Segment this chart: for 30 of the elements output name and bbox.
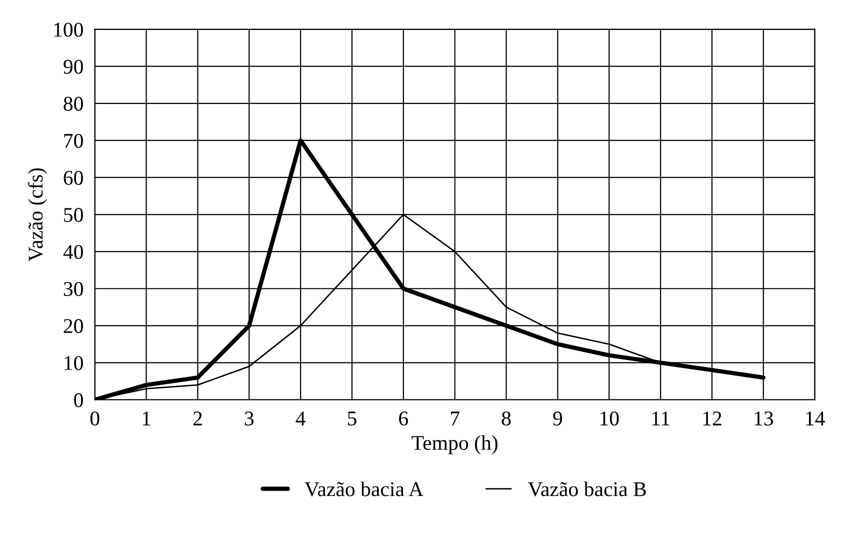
x-tick-label: 12: [703, 412, 722, 426]
y-tick-label: 70: [64, 134, 83, 148]
y-tick-label: 20: [64, 319, 83, 334]
x-tick-label: 1: [142, 412, 150, 426]
x-tick-label: 8: [502, 411, 511, 426]
y-tick-label: 10: [64, 356, 83, 370]
x-tick-label: 7: [451, 412, 460, 426]
y-axis-title: Vazão (cfs): [28, 168, 47, 262]
y-tick-label: 30: [64, 282, 83, 296]
x-tick-label: 14: [806, 412, 825, 426]
y-tick-label: 0: [74, 393, 83, 408]
y-tick-label: 60: [64, 170, 83, 185]
y-tick-label: 100: [54, 22, 83, 37]
x-tick-label: 5: [348, 412, 356, 426]
x-tick-label: 2: [193, 412, 202, 426]
x-tick-label: 3: [244, 412, 254, 426]
legend-label: Vazão bacia B: [528, 482, 646, 496]
x-tick-label: 10: [600, 411, 619, 426]
x-tick-label: 6: [399, 412, 408, 426]
x-tick-label: 4: [296, 412, 306, 426]
legend-label: Vazão bacia A: [304, 482, 424, 496]
x-tick-label: 9: [553, 412, 562, 426]
y-tick-label: 90: [64, 60, 83, 74]
y-tick-label: 80: [64, 96, 83, 111]
y-tick-label: 50: [64, 208, 83, 222]
x-tick-label: 13: [754, 412, 773, 426]
x-axis-title: Tempo (h): [412, 435, 498, 454]
y-tick-label: 40: [63, 244, 83, 260]
x-tick-label: 0: [90, 411, 100, 426]
x-tick-label: 11: [652, 412, 670, 426]
